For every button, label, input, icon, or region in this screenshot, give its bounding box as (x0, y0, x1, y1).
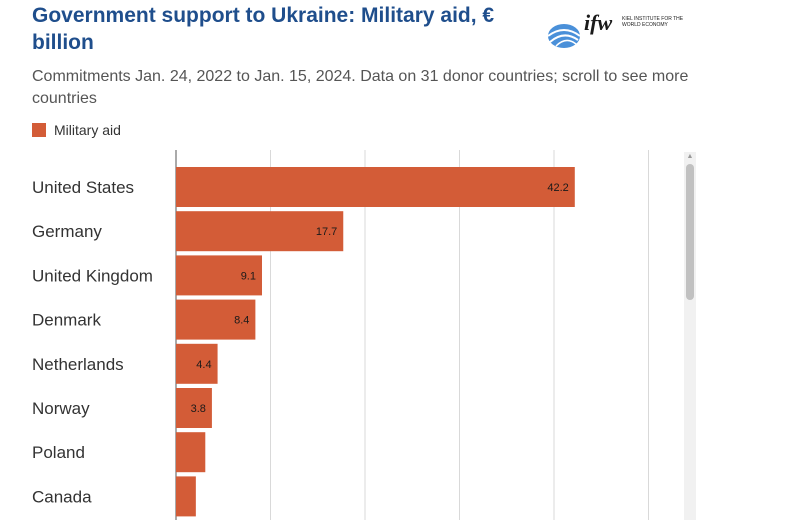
legend-swatch (32, 123, 46, 137)
bar (176, 211, 344, 252)
logo-wordmark: ifw (584, 10, 613, 35)
category-label: United States (32, 178, 134, 197)
bar (176, 343, 218, 384)
bar (176, 432, 206, 473)
data-label: 8.4 (234, 315, 249, 327)
category-label: Poland (32, 443, 85, 462)
scroll-up-icon[interactable]: ▲ (686, 153, 694, 160)
bar (176, 255, 262, 296)
bar (176, 299, 256, 340)
bar (176, 476, 196, 517)
category-label: Canada (32, 487, 92, 506)
globe-icon (547, 24, 581, 48)
scrollbar-thumb[interactable] (686, 164, 694, 300)
data-label: 17.7 (316, 226, 337, 238)
category-label: Netherlands (32, 355, 124, 374)
legend: Military aid (32, 122, 121, 138)
bar-chart: United States 42.2 Germany 17.7 United Kingd… (32, 150, 649, 520)
data-label: 4.4 (196, 359, 211, 371)
bar (176, 388, 212, 428)
legend-label: Military aid (54, 122, 121, 138)
vertical-scrollbar[interactable]: ▲ (684, 152, 696, 520)
category-label: Denmark (32, 311, 101, 330)
category-label: United Kingdom (32, 266, 153, 285)
data-label: 3.8 (191, 403, 206, 415)
data-label: 9.1 (241, 270, 256, 282)
ifw-logo: ifw KIEL INSTITUTE FOR THE WORLD ECONOMY (540, 6, 700, 62)
category-label: Norway (32, 399, 90, 418)
category-label: Germany (32, 222, 102, 241)
data-label: 42.2 (547, 182, 568, 194)
chart-subtitle: Commitments Jan. 24, 2022 to Jan. 15, 20… (32, 68, 689, 107)
bar (176, 167, 575, 207)
logo-caption: KIEL INSTITUTE FOR THE WORLD ECONOMY (622, 16, 684, 28)
chart-title: Government support to Ukraine: Military … (32, 4, 495, 54)
